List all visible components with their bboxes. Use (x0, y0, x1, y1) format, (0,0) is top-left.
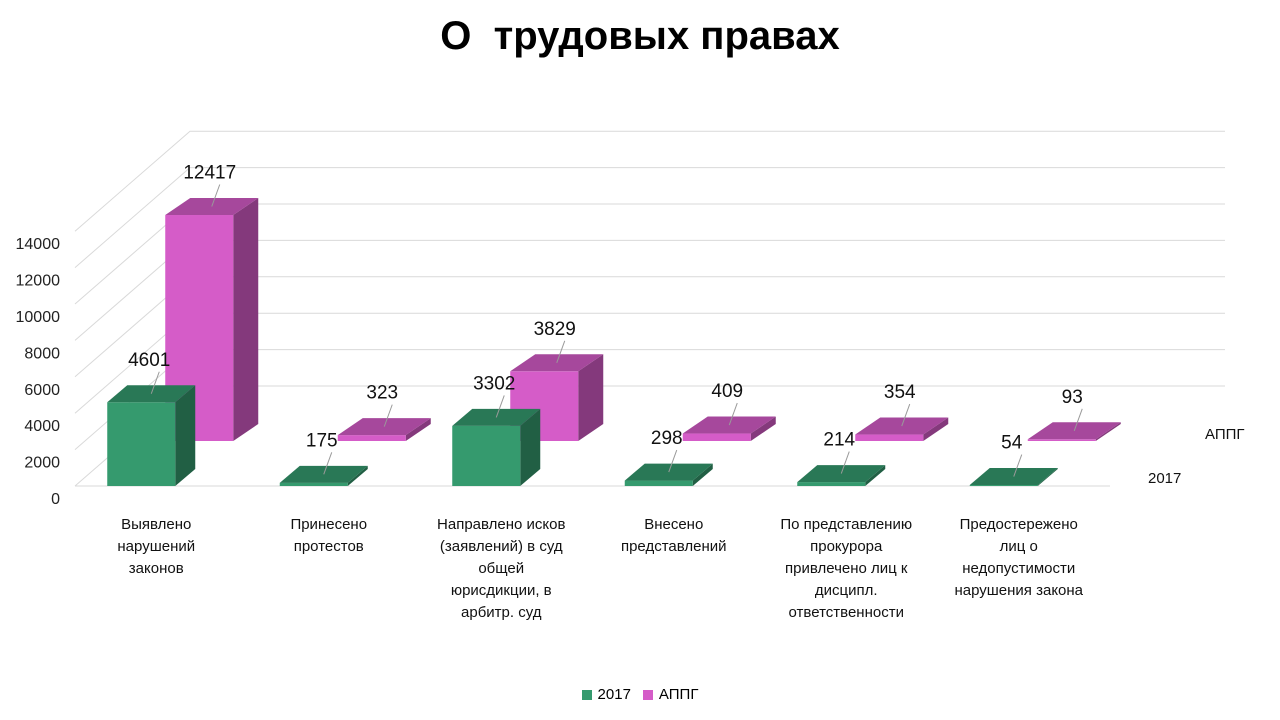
bar-2017-2 (452, 425, 521, 486)
leader-line (211, 184, 221, 207)
bar-appg-3-side (750, 416, 776, 441)
leader-line (668, 449, 678, 473)
legend-swatch (642, 689, 653, 700)
leader-line (323, 452, 333, 475)
x-tick-label: Предостережено лиц о недопустимости нарушен… (954, 516, 1083, 599)
data-label-appg-5: 93 (1062, 387, 1083, 408)
legend-item-2017: 2017 (581, 686, 631, 703)
bar-2017-4 (797, 482, 866, 486)
leader-line (840, 451, 850, 474)
bar-appg-1 (337, 435, 406, 441)
legend-label: 2017 (597, 686, 631, 703)
bar-appg-0-side (233, 198, 259, 441)
bar-appg-5 (1027, 439, 1096, 441)
gridline-7 (74, 130, 1225, 232)
x-tick-label: По представлению прокурора привлечено лиц … (780, 516, 912, 621)
leader-line (901, 403, 911, 427)
bar-2017-0 (107, 402, 176, 486)
x-tick-label: Направлено исков (заявлений) в суд общей юр… (437, 516, 565, 621)
leader-line (383, 404, 393, 427)
bar-appg-5-side (1095, 422, 1121, 441)
leader-line (495, 395, 505, 418)
bar-appg-3 (682, 433, 751, 441)
chart-legend: 2017 АППГ (0, 686, 1280, 704)
x-tick-label: Внесено представлений (621, 516, 727, 555)
data-label-2017-3: 298 (651, 428, 683, 449)
y-tick-label: 2000 (24, 455, 60, 472)
data-label-appg-1: 323 (366, 383, 398, 404)
bar-appg-4 (855, 434, 924, 441)
gridline-6 (74, 167, 1225, 268)
data-label-appg-2: 3829 (534, 319, 576, 340)
x-tick-label: Выявлено нарушений законов (117, 516, 195, 577)
data-label-appg-4: 354 (884, 382, 916, 403)
leader-line (728, 402, 738, 426)
y-tick-label: 12000 (16, 273, 61, 290)
bar-2017-3 (624, 480, 693, 486)
bar-2017-5 (969, 485, 1038, 486)
legend-label: АППГ (658, 686, 699, 703)
bar-2017-1 (279, 482, 348, 486)
data-label-2017-5: 54 (1001, 433, 1023, 454)
data-label-2017-1: 175 (306, 430, 338, 451)
y-tick-label: 14000 (16, 236, 61, 253)
bar-2017-3-side (692, 463, 713, 486)
y-tick-label: 0 (51, 491, 60, 508)
leader-line (1013, 454, 1023, 477)
legend-swatch (581, 689, 592, 700)
bar-2017-0-side (175, 385, 196, 486)
data-label-2017-2: 3302 (473, 373, 515, 394)
series-axis-label-2017: 2017 (1148, 470, 1181, 487)
x-tick-label: Принесено протестов (290, 516, 367, 555)
bar-2017-2-side (520, 408, 541, 486)
bar-appg-2-side (578, 354, 604, 441)
leader-line (150, 371, 160, 394)
y-tick-label: 10000 (16, 309, 61, 326)
data-label-appg-3: 409 (711, 381, 743, 402)
data-label-appg-0: 12417 (183, 163, 236, 184)
y-tick-label: 6000 (24, 382, 60, 399)
chart-title: О трудовых правах (440, 14, 840, 58)
data-label-2017-4: 214 (823, 430, 855, 451)
bar-2017-4-side (865, 465, 886, 486)
leader-line (1073, 408, 1083, 431)
legend-item-appg: АППГ (642, 686, 699, 703)
y-tick-label: 8000 (24, 345, 60, 362)
bar-2017-1-side (347, 465, 368, 486)
bar-appg-1-side (405, 418, 431, 441)
leader-line (556, 340, 566, 363)
y-tick-label: 4000 (24, 418, 60, 435)
data-label-2017-0: 4601 (128, 350, 170, 371)
series-axis-label-appg: АППГ (1205, 426, 1245, 443)
bar-2017-5-side (1037, 468, 1058, 486)
bar-appg-4-side (923, 417, 949, 441)
